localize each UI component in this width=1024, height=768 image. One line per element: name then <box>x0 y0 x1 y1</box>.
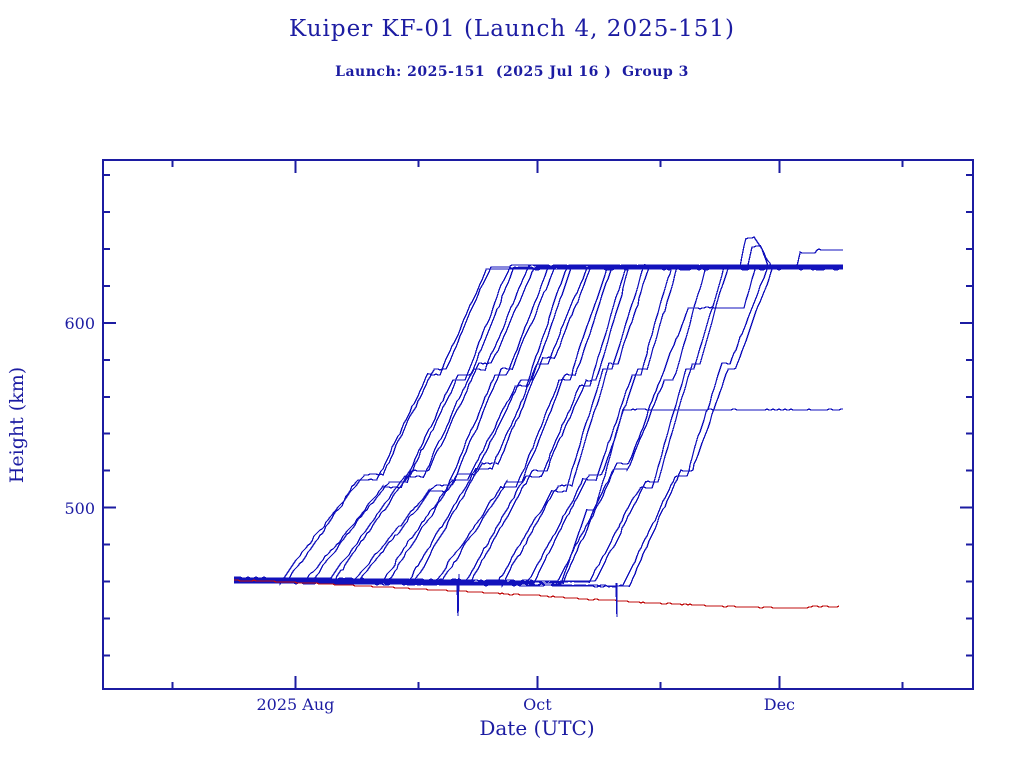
satellite-trace-sat-17 <box>233 263 843 587</box>
x-axis-title: Date (UTC) <box>479 716 595 740</box>
satellite-trace-maneuver-spike-1 <box>456 573 460 617</box>
satellite-trace-sat-12 <box>234 264 843 584</box>
satellite-trace-sat-22 <box>233 264 843 585</box>
x-tick-label: Oct <box>523 695 552 714</box>
satellite-trace-sat-24 <box>234 244 843 583</box>
satellite-trace-sat-19 <box>234 264 843 585</box>
y-tick-label: 500 <box>64 498 95 518</box>
chart-subtitle: Launch: 2025-151 (2025 Jul 16 ) Group 3 <box>335 64 689 80</box>
satellite-trace-sat-25 <box>234 266 843 588</box>
satellite-trace-sat-11 <box>234 266 843 584</box>
satellite-trace-sat-04 <box>233 266 843 585</box>
satellite-trace-sat-09 <box>233 266 843 586</box>
satellite-trace-sat-28-decaying <box>234 579 840 609</box>
page-title: Kuiper KF-01 (Launch 4, 2025-151) <box>289 16 735 42</box>
satellite-trace-sat-14 <box>234 265 843 582</box>
satellite-trace-sat-21 <box>233 265 843 584</box>
satellite-trace-sat-15 <box>234 268 843 582</box>
satellite-trace-sat-20 <box>234 266 843 586</box>
satellite-trace-sat-13 <box>234 267 843 583</box>
x-tick-label: Dec <box>763 695 796 714</box>
x-tick-label: 2025 Aug <box>256 695 335 714</box>
satellite-trace-sat-06 <box>234 267 843 582</box>
satellite-trace-sat-08 <box>234 268 843 580</box>
satellite-trace-sat-02 <box>234 266 843 584</box>
satellite-trace-maneuver-spike-2 <box>615 582 618 618</box>
satellite-trace-sat-26 <box>234 265 843 588</box>
satellite-trace-sat-01 <box>233 268 843 587</box>
satellite-trace-sat-10 <box>234 264 843 585</box>
satellite-trace-sat-03 <box>234 264 843 583</box>
satellite-trace-sat-05 <box>234 264 843 583</box>
satellite-trace-sat-18 <box>234 266 843 589</box>
plot-frame <box>102 159 974 690</box>
satellite-trace-sat-16 <box>234 265 843 581</box>
satellite-trace-sat-07 <box>234 264 843 581</box>
y-tick-label: 600 <box>64 313 95 333</box>
satellite-trace-sat-27-parked-553km <box>234 408 843 586</box>
